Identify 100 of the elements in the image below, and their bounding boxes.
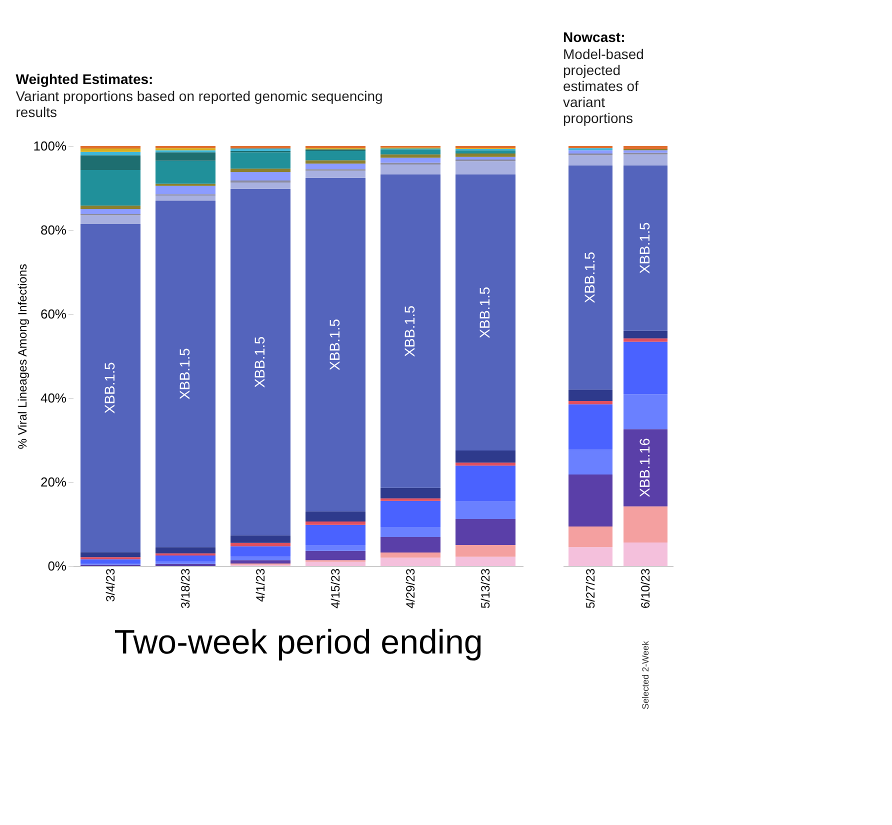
bar — [80, 224, 140, 552]
y-tick-label: 60% — [40, 306, 67, 322]
bar — [456, 518, 516, 545]
bar — [568, 474, 612, 527]
bar — [306, 545, 366, 551]
bar — [380, 500, 440, 527]
bar — [380, 537, 440, 553]
bar — [456, 156, 516, 160]
series-label: XBB.1.5 — [582, 252, 598, 304]
bar — [80, 552, 140, 558]
bar — [380, 149, 440, 154]
x-axis-title: Two-week period ending — [114, 624, 483, 662]
series-label: XBB.1.16 — [636, 438, 652, 498]
bar — [230, 146, 290, 149]
bar — [568, 547, 612, 566]
chart-subtitle: Variant proportions based on reported genomic sequencing results — [16, 88, 383, 120]
bar — [624, 394, 668, 430]
y-tick-label: 20% — [40, 474, 67, 490]
bar — [230, 168, 290, 172]
bar — [306, 164, 366, 170]
bar — [156, 160, 216, 184]
bar — [230, 542, 290, 546]
y-tick-label: 0% — [48, 558, 67, 574]
bar — [230, 152, 290, 169]
bar — [306, 178, 366, 512]
bar — [568, 404, 612, 450]
bar — [624, 542, 668, 566]
bar — [456, 154, 516, 157]
bar — [624, 150, 668, 153]
series-label: XBB.1.5 — [102, 362, 118, 414]
bar — [380, 158, 440, 163]
bar — [624, 429, 668, 506]
bar — [380, 164, 440, 175]
bar — [230, 182, 290, 189]
y-axis-title: % Viral Lineages Among Infections — [15, 264, 30, 450]
bar — [380, 552, 440, 558]
bar — [624, 154, 668, 166]
bar — [568, 526, 612, 548]
bar — [624, 146, 668, 149]
bar — [80, 559, 140, 564]
bar — [80, 146, 140, 149]
bar — [624, 330, 668, 338]
text: XBB.1.5 — [326, 318, 342, 370]
bar — [230, 188, 290, 536]
bar — [156, 186, 216, 194]
text: Selected 2-Week — [640, 640, 650, 710]
bar — [306, 524, 366, 546]
bar — [306, 550, 366, 560]
bar — [456, 450, 516, 463]
bar — [80, 155, 140, 170]
bar — [156, 556, 216, 562]
bar — [568, 390, 612, 401]
bar — [306, 511, 366, 522]
bar — [230, 172, 290, 180]
x-tick-label: 6/10/23 — [638, 568, 652, 609]
bar — [306, 562, 366, 566]
x-tick-label: 4/1/23 — [254, 568, 268, 602]
bar — [456, 556, 516, 566]
bar — [230, 546, 290, 557]
x-tick-label: 5/13/23 — [478, 568, 492, 609]
bar — [380, 526, 440, 538]
bar — [568, 400, 612, 404]
text: XBB.1.5 — [252, 336, 268, 388]
bar — [456, 462, 516, 466]
x-tick-label: 5/27/23 — [584, 568, 598, 609]
y-tick-label: 100% — [33, 138, 67, 154]
bar — [624, 165, 668, 331]
bar — [456, 501, 516, 519]
bar — [156, 547, 216, 554]
bar — [456, 466, 516, 502]
bar — [80, 148, 140, 152]
bar — [306, 521, 366, 525]
bar — [456, 545, 516, 557]
bar — [156, 200, 216, 548]
text: XBB.1.5 — [176, 348, 192, 400]
chart-title: Nowcast: — [563, 29, 626, 45]
text: XBB.1.5 — [476, 286, 492, 338]
chart-subtitle: Model-based projected estimates of variant proportions — [563, 46, 644, 126]
bar — [568, 155, 612, 166]
x-tick-label: 3/4/23 — [104, 568, 118, 602]
bar — [380, 488, 440, 498]
bar — [156, 196, 216, 201]
bar — [568, 450, 612, 474]
bar — [456, 174, 516, 450]
x-tick-label: 3/18/23 — [178, 568, 192, 609]
x-tick-label: 4/15/23 — [328, 568, 342, 609]
chart-title: Weighted Estimates: — [16, 71, 154, 87]
bar — [624, 342, 668, 394]
bar — [456, 161, 516, 175]
bar — [80, 170, 140, 206]
bar — [80, 209, 140, 214]
bar — [380, 498, 440, 501]
bar — [568, 165, 612, 390]
bar — [80, 206, 140, 209]
bar — [380, 154, 440, 158]
bar — [380, 558, 440, 566]
bar — [306, 170, 366, 178]
bar — [380, 174, 440, 488]
bar — [456, 150, 516, 154]
y-tick-label: 40% — [40, 390, 67, 406]
